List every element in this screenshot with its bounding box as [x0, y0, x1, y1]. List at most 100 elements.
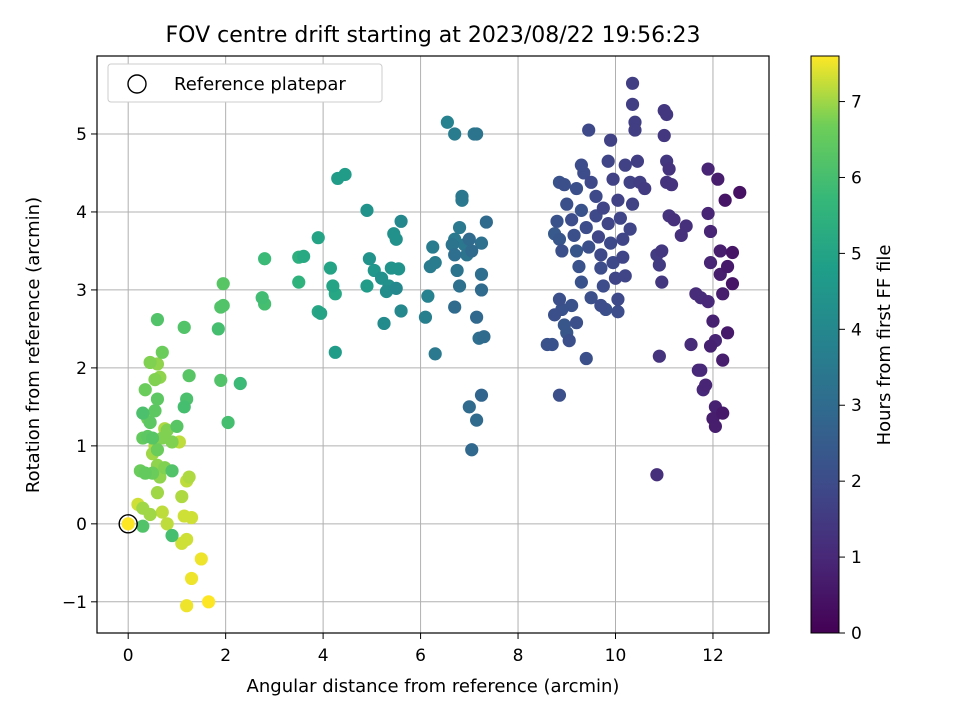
colorbar-ticks: 0 1 2 3 4 5 6 7 — [839, 93, 862, 644]
data-point — [448, 127, 462, 141]
data-point — [177, 400, 191, 414]
data-point — [389, 281, 403, 295]
data-point — [450, 263, 464, 278]
data-point — [638, 181, 652, 196]
chart-title: FOV centre drift starting at 2023/08/22 … — [166, 23, 701, 48]
data-point — [452, 279, 467, 293]
data-point — [362, 252, 377, 266]
data-point — [569, 244, 584, 258]
colorbar-tick-label: 4 — [851, 320, 862, 340]
data-point — [716, 353, 730, 367]
data-point — [572, 259, 586, 274]
colorbar-tick-label: 7 — [851, 93, 862, 113]
y-tick-label: 3 — [76, 281, 87, 301]
data-point — [428, 256, 442, 270]
colorbar-tick-label: 3 — [851, 396, 862, 416]
data-point — [547, 308, 562, 322]
legend-marker-open-circle — [127, 74, 147, 94]
data-point — [418, 310, 433, 324]
data-point — [474, 236, 489, 250]
colorbar-tick-label: 0 — [851, 624, 862, 644]
colorbar-tick-label: 6 — [851, 168, 862, 188]
data-point — [455, 189, 469, 203]
data-point — [718, 193, 732, 207]
data-point — [565, 298, 579, 313]
data-point — [394, 214, 408, 228]
data-point — [618, 158, 632, 172]
data-point — [360, 279, 374, 293]
plot-frame — [96, 55, 770, 634]
data-point — [604, 133, 618, 147]
data-point — [326, 279, 340, 293]
y-tick-label: 1 — [76, 437, 87, 457]
x-tick-label: 2 — [220, 646, 231, 666]
data-point — [180, 599, 194, 613]
data-point — [618, 269, 632, 283]
x-tick-label: 0 — [123, 646, 134, 666]
data-point — [148, 404, 162, 418]
data-point — [552, 292, 567, 306]
x-tick-label: 6 — [415, 646, 426, 666]
data-point — [292, 275, 306, 289]
data-point — [328, 345, 342, 359]
data-point — [699, 378, 713, 392]
data-point — [477, 330, 491, 344]
data-point — [377, 316, 391, 331]
data-point — [182, 470, 196, 484]
data-point — [136, 406, 150, 420]
y-axis-ticks: −1 0 1 2 3 4 5 — [62, 125, 97, 613]
data-point — [601, 154, 615, 168]
data-point — [652, 258, 666, 272]
data-point — [623, 222, 637, 236]
data-point — [338, 167, 352, 182]
data-point — [664, 178, 679, 192]
data-point — [574, 275, 588, 289]
plot-area — [97, 56, 769, 633]
data-point — [613, 211, 627, 225]
y-tick-label: 0 — [76, 515, 87, 535]
data-point — [479, 215, 493, 229]
data-point — [594, 298, 608, 313]
data-point — [201, 595, 216, 609]
data-point — [720, 326, 735, 340]
data-point — [582, 123, 596, 137]
legend: Reference platepar — [107, 63, 383, 103]
reference-point — [118, 514, 138, 534]
data-point — [448, 300, 462, 314]
data-point — [650, 468, 664, 482]
data-point — [258, 252, 272, 266]
data-point — [148, 372, 162, 387]
y-tick-label: −1 — [62, 593, 87, 613]
colorbar — [810, 55, 840, 634]
data-point — [143, 507, 157, 522]
legend-box — [107, 63, 383, 103]
data-point — [182, 369, 196, 383]
data-point — [150, 312, 165, 327]
data-point — [694, 363, 708, 377]
data-point — [679, 219, 693, 233]
data-point — [194, 552, 208, 566]
data-point — [582, 240, 596, 254]
data-point — [725, 277, 740, 291]
data-point — [562, 334, 576, 348]
data-point — [426, 240, 440, 254]
data-point — [184, 571, 199, 586]
data-point — [701, 162, 715, 176]
data-point — [594, 248, 608, 262]
y-axis-label: Rotation from reference (arcmin) — [23, 197, 44, 493]
x-tick-label: 10 — [605, 646, 627, 666]
data-point — [733, 185, 747, 200]
data-point — [589, 189, 603, 203]
data-point — [143, 355, 157, 370]
data-point — [708, 419, 722, 433]
data-point — [136, 519, 150, 533]
data-point — [584, 175, 598, 189]
data-point — [565, 213, 579, 227]
data-point — [470, 310, 484, 324]
data-point — [550, 214, 564, 228]
data-point — [155, 505, 169, 519]
data-point — [175, 536, 189, 550]
data-point — [465, 443, 479, 457]
x-tick-label: 4 — [318, 646, 329, 666]
data-point — [552, 388, 567, 402]
